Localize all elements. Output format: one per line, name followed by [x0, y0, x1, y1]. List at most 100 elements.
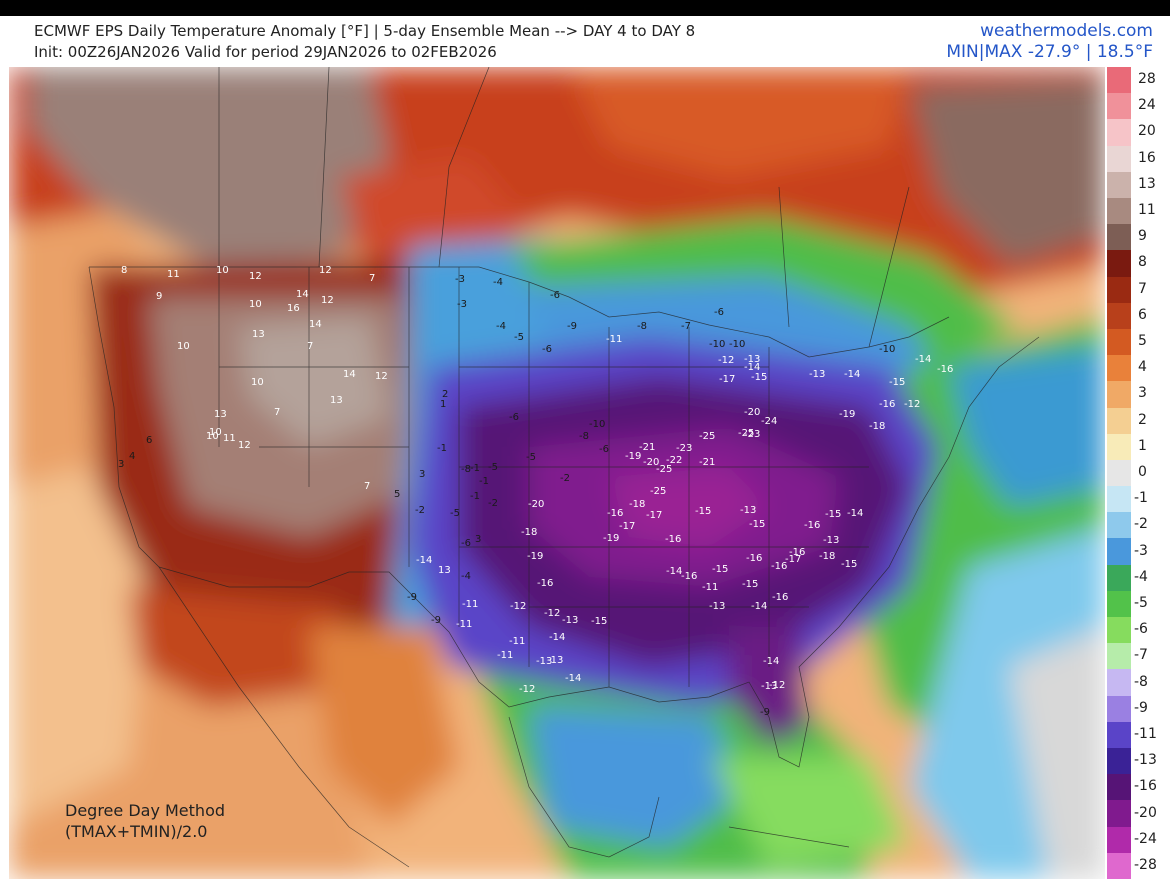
anomaly-value-label: -6 — [542, 344, 552, 355]
anomaly-value-label: -14 — [744, 362, 760, 373]
anomaly-value-label: -16 — [879, 399, 895, 410]
color-scale-swatch — [1107, 145, 1131, 173]
anomaly-value-label: -21 — [699, 457, 715, 468]
color-scale-tick-label: -8 — [1134, 673, 1148, 690]
anomaly-value-label: 16 — [287, 303, 300, 314]
anomaly-value-label: -14 — [416, 555, 432, 566]
anomaly-value-label: -15 — [889, 377, 905, 388]
color-scale-swatch — [1107, 643, 1131, 670]
color-scale-tick-label: -20 — [1134, 804, 1157, 821]
anomaly-value-label: -16 — [746, 553, 762, 564]
anomaly-value-label: -1 — [479, 476, 489, 487]
anomaly-value-label: -12 — [769, 680, 785, 691]
anomaly-value-label: -13 — [744, 354, 760, 365]
anomaly-value-label: -9 — [567, 321, 577, 332]
anomaly-value-label: -14 — [549, 632, 565, 643]
color-scale-swatch — [1107, 590, 1131, 618]
color-scale-tick-label: 11 — [1138, 202, 1156, 219]
anomaly-value-label: -14 — [915, 354, 931, 365]
anomaly-value-label: -1 — [470, 491, 480, 502]
anomaly-value-label: -18 — [869, 421, 885, 432]
anomaly-value-label: -13 — [761, 681, 777, 692]
anomaly-value-label: -25 — [650, 486, 666, 497]
anomaly-value-label: -5 — [514, 332, 524, 343]
color-scale-swatch — [1107, 171, 1131, 199]
anomaly-value-label: 13 — [252, 329, 265, 340]
anomaly-value-label: -16 — [772, 592, 788, 603]
color-scale-tick-label: -3 — [1134, 542, 1148, 559]
anomaly-value-label: -16 — [537, 578, 553, 589]
color-scale-swatch — [1107, 67, 1131, 94]
anomaly-value-label: -15 — [751, 372, 767, 383]
anomaly-value-label: -8 — [579, 431, 589, 442]
min-max-readout: MIN|MAX -27.9° | 18.5°F — [946, 42, 1153, 62]
color-scale-tick-label: 8 — [1138, 254, 1147, 271]
color-scale-tick-label: -6 — [1134, 621, 1148, 638]
color-scale-swatch — [1107, 224, 1131, 251]
color-scale-tick-label: 13 — [1138, 175, 1156, 192]
color-scale-tick-label: -9 — [1134, 699, 1148, 716]
anomaly-value-label: -1 — [470, 463, 480, 474]
anomaly-value-label: 10 — [216, 265, 229, 276]
anomaly-value-label: -25 — [699, 431, 715, 442]
color-scale-swatch — [1107, 852, 1131, 880]
anomaly-value-label: 6 — [146, 435, 152, 446]
color-scale-tick-label: 20 — [1138, 123, 1156, 140]
anomaly-value-label: -15 — [749, 519, 765, 530]
anomaly-value-label: -13 — [740, 505, 756, 516]
anomaly-value-label: 12 — [249, 271, 262, 282]
color-scale-tick-label: -1 — [1134, 490, 1148, 507]
color-scale-swatch — [1107, 355, 1131, 382]
color-scale-tick-label: -11 — [1134, 725, 1157, 742]
color-scale-swatch — [1107, 433, 1131, 461]
anomaly-value-label: 1 — [440, 399, 446, 410]
anomaly-value-label: 13 — [214, 409, 227, 420]
color-scale-tick-label: 4 — [1138, 359, 1147, 376]
anomaly-value-label: -3 — [455, 274, 465, 285]
color-scale-tick-label: -4 — [1134, 568, 1148, 585]
anomaly-value-label: -6 — [550, 290, 560, 301]
anomaly-value-label: 3 — [419, 469, 425, 480]
color-scale-swatch — [1107, 617, 1131, 644]
anomaly-value-label: -8 — [637, 321, 647, 332]
anomaly-value-label: -18 — [819, 551, 835, 562]
anomaly-value-label: -15 — [841, 559, 857, 570]
anomaly-value-label: -22 — [666, 455, 682, 466]
color-scale-swatch — [1107, 695, 1131, 723]
color-scale-swatch — [1107, 512, 1131, 539]
color-scale-tick-label: -13 — [1134, 752, 1157, 769]
color-scale-tick-label: 28 — [1138, 71, 1156, 88]
anomaly-value-label: 5 — [394, 489, 400, 500]
top-black-bar — [0, 0, 1170, 16]
anomaly-value-label: -17 — [785, 554, 801, 565]
method-line-2: (TMAX+TMIN)/2.0 — [65, 822, 208, 841]
anomaly-value-label: 7 — [369, 273, 375, 284]
anomaly-value-label: 3 — [475, 534, 481, 545]
anomaly-value-label: -11 — [702, 582, 718, 593]
anomaly-value-label: -6 — [461, 538, 471, 549]
anomaly-value-label: 8 — [121, 265, 127, 276]
anomaly-value-label: -23 — [676, 443, 692, 454]
anomaly-value-label: 14 — [296, 289, 309, 300]
anomaly-value-label: -25 — [738, 428, 754, 439]
anomaly-value-label: 10 — [249, 299, 262, 310]
anomaly-value-label: -21 — [639, 442, 655, 453]
anomaly-value-label: -6 — [599, 444, 609, 455]
color-scale-swatch — [1107, 328, 1131, 356]
anomaly-value-label: 12 — [375, 371, 388, 382]
anomaly-value-label: 12 — [321, 295, 334, 306]
color-scale-swatch — [1107, 93, 1131, 120]
method-line-1: Degree Day Method — [65, 801, 226, 820]
anomaly-value-label: 12 — [238, 440, 251, 451]
anomaly-value-label: -12 — [718, 355, 734, 366]
anomaly-value-label: -16 — [771, 561, 787, 572]
color-scale-swatch — [1107, 250, 1131, 278]
anomaly-value-label: -18 — [629, 499, 645, 510]
anomaly-value-label: -6 — [509, 412, 519, 423]
site-link[interactable]: weathermodels.com — [980, 21, 1153, 41]
color-scale-swatch — [1107, 407, 1131, 435]
anomaly-value-label: -5 — [488, 462, 498, 473]
anomaly-value-label: -15 — [742, 579, 758, 590]
anomaly-value-label: -9 — [407, 592, 417, 603]
